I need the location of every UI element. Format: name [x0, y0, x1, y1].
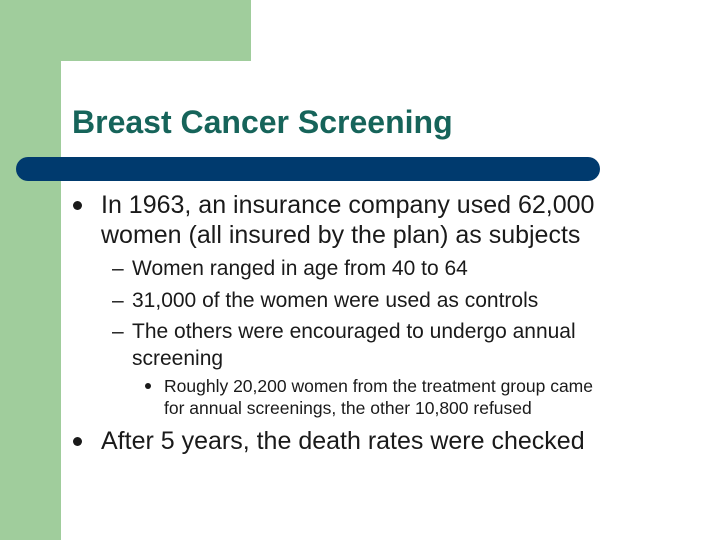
sub-bullet-2: – 31,000 of the women were used as contr…: [112, 287, 692, 315]
green-side-band: [0, 0, 61, 540]
title-underline-bar: [16, 157, 600, 181]
sub-sub-bullet-1-line-1: Roughly 20,200 women from the treatment …: [164, 376, 593, 396]
bullet-2: After 5 years, the death rates were chec…: [73, 426, 693, 456]
bullet-1: In 1963, an insurance company used 62,00…: [73, 190, 693, 250]
sub-bullet-3: – The others were encouraged to undergo …: [112, 318, 692, 374]
sub-sub-bullet-1: Roughly 20,200 women from the treatment …: [145, 375, 705, 419]
sub-bullet-1: – Women ranged in age from 40 to 64: [112, 255, 692, 283]
sub-bullet-3-line-2: screening: [132, 347, 224, 370]
bullet-1-line-2: women (all insured by the plan) as subje…: [101, 221, 581, 249]
dash-bullet-icon: –: [112, 289, 124, 312]
bullet-dot-icon: [145, 383, 151, 389]
sub-bullet-3-line-1: The others were encouraged to undergo an…: [132, 320, 576, 343]
sub-bullet-2-text: 31,000 of the women were used as control…: [132, 289, 539, 312]
slide-content-panel: [61, 61, 720, 540]
sub-sub-bullet-1-line-2: for annual screenings, the other 10,800 …: [164, 398, 532, 418]
bullet-2-line-1: After 5 years, the death rates were chec…: [101, 427, 585, 455]
bullet-dot-icon: [73, 201, 82, 210]
dash-bullet-icon: –: [112, 257, 124, 280]
dash-bullet-icon: –: [112, 320, 124, 343]
bullet-1-line-1: In 1963, an insurance company used 62,00…: [101, 191, 595, 219]
slide-title: Breast Cancer Screening: [72, 104, 453, 140]
bullet-dot-icon: [73, 437, 82, 446]
sub-bullet-1-text: Women ranged in age from 40 to 64: [132, 257, 468, 280]
